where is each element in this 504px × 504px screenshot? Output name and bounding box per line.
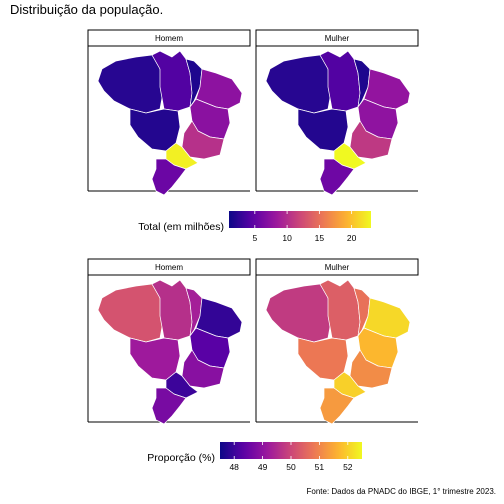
map-region-north-east-strip [353,287,371,337]
legend-title: Proporção (%) [147,452,215,464]
legend-tick-label: 20 [347,233,357,243]
legend-tick-label: 51 [315,462,325,472]
legend-tick-label: 50 [286,462,296,472]
map-region-north-west [97,283,165,343]
legend: Total (em milhões) 5 10 15 20 [138,211,371,243]
facet-strip-label: Mulher [325,34,350,43]
facet-panel: Homem [87,258,251,425]
facet-strip [255,258,419,276]
map-region-minas-gerais [349,349,393,389]
map-region-minas-gerais [181,349,225,389]
legend-tick-label: 5 [252,233,257,243]
facet-panel: Mulher [255,29,419,196]
map-region-north-east-strip [185,287,203,337]
legend-title: Total (em milhões) [138,221,224,233]
facet-strip-label: Homem [155,263,183,272]
facet-strip [255,29,419,47]
legend-colorbar [229,211,371,228]
facet-strip-label: Mulher [325,263,350,272]
map-region-north-west [265,283,333,343]
legend-tick-label: 52 [343,462,353,472]
map-region-central-west [129,108,181,152]
map-region-south [319,158,355,196]
map-region-north-east-strip [185,58,203,108]
map-region-north-west [265,54,333,114]
map-region-central-west [297,337,349,381]
map-region-central-west [297,108,349,152]
map [265,50,411,196]
facet-strip [87,258,251,276]
caption: Fonte: Dados da PNADC do IBGE, 1° trimes… [306,487,496,496]
legend-tick-label: 15 [315,233,325,243]
legend-tick-label: 10 [282,233,292,243]
legend-tick-label: 49 [258,462,268,472]
map-region-south [319,387,355,425]
facet-panel: Homem [87,29,251,196]
facet-strip [87,29,251,47]
map [97,279,243,425]
map-region-minas-gerais [349,120,393,160]
map-region-north-west [97,54,165,114]
map-region-north-east-strip [353,58,371,108]
legend-tick-label: 48 [229,462,239,472]
map-region-central-west [129,337,181,381]
map-region-minas-gerais [181,120,225,160]
facet-panel: Mulher [255,258,419,425]
map [97,50,243,196]
map-region-south [151,158,187,196]
map-region-south [151,387,187,425]
legend-colorbar [220,442,362,459]
facet-strip-label: Homem [155,34,183,43]
page-title: Distribuição da população. [10,2,164,17]
legend: Proporção (%) 48 49 50 51 52 [147,442,362,472]
map [265,279,411,425]
